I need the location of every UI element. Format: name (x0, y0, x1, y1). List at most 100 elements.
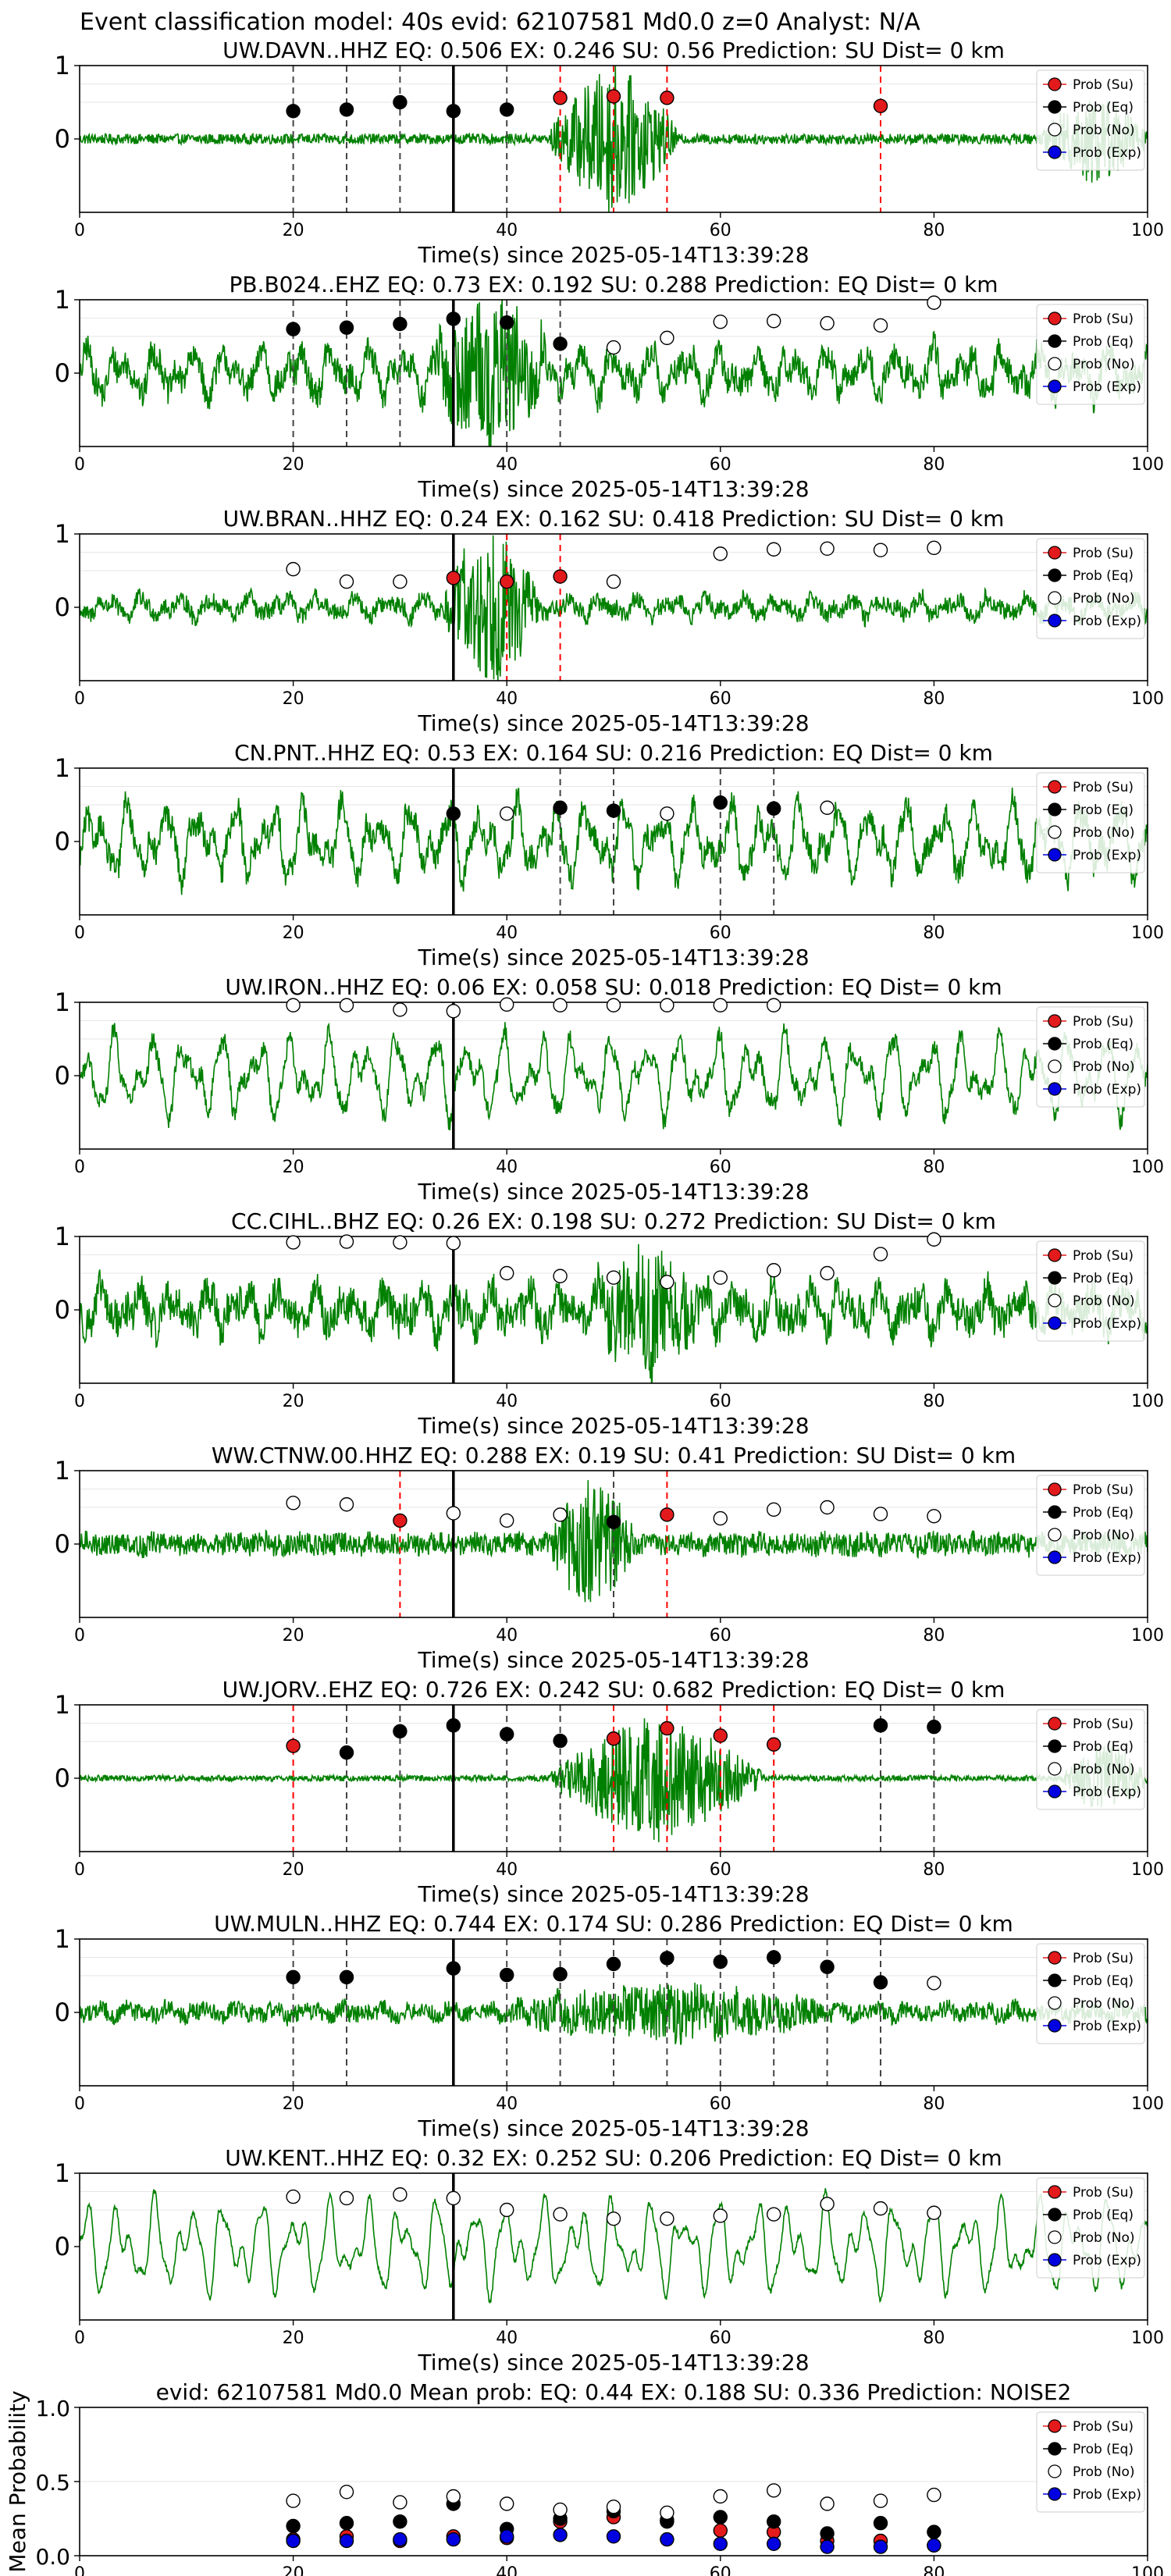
x-tick-label: 80 (923, 1158, 945, 1177)
legend-label: Prob (Eq) (1073, 1271, 1134, 1286)
legend-label: Prob (No) (1073, 1996, 1135, 2012)
legend-marker (1048, 100, 1062, 114)
data-point (820, 800, 835, 815)
x-axis-label: Time(s) since 2025-05-14T13:39:28 (417, 1647, 809, 1673)
y-tick-label: 1 (55, 987, 70, 1017)
x-tick-label: 40 (496, 2094, 518, 2114)
legend-label: Prob (Eq) (1073, 802, 1134, 818)
waveform-trace (80, 1982, 1148, 2045)
data-point (820, 541, 835, 556)
data-point (339, 320, 354, 335)
x-tick-label: 20 (283, 221, 304, 240)
legend: Prob (Su) Prob (Eq) Prob (No) Prob (Exp) (1036, 2177, 1145, 2279)
legend-label: Prob (Su) (1073, 1951, 1134, 1966)
data-point (873, 98, 888, 113)
data-point (873, 2539, 888, 2554)
panel-title: UW.MULN..HHZ EQ: 0.744 EX: 0.174 SU: 0.2… (214, 1911, 1013, 1937)
data-point (393, 1002, 408, 1017)
data-point (820, 2526, 835, 2541)
x-tick-label: 0 (74, 2094, 85, 2114)
panel-6: CC.CIHL..BHZ EQ: 0.26 EX: 0.198 SU: 0.27… (55, 1208, 1164, 1439)
data-point (873, 2515, 888, 2531)
legend-label: Prob (Su) (1073, 546, 1134, 561)
legend-marker (1048, 1784, 1062, 1799)
data-point (339, 1969, 354, 1985)
legend: Prob (Su) Prob (Eq) Prob (No) Prob (Exp) (1036, 538, 1145, 639)
legend-label: Prob (Su) (1073, 1482, 1134, 1498)
data-point (713, 2510, 728, 2524)
panel-11: evid: 62107581 Md0.0 Mean prob: EQ: 0.44… (5, 2379, 1164, 2576)
legend: Prob (Su) Prob (Eq) Prob (No) Prob (Exp) (1036, 2411, 1145, 2513)
data-point (713, 546, 728, 561)
legend-marker (1048, 311, 1062, 326)
legend-label: Prob (Eq) (1073, 568, 1134, 584)
data-point (873, 1507, 888, 1521)
data-point (713, 795, 728, 810)
data-point (767, 2514, 781, 2529)
data-point (339, 2533, 354, 2549)
data-point (873, 1975, 888, 1990)
legend-label: Prob (Eq) (1073, 1505, 1134, 1521)
legend-marker (1048, 591, 1062, 605)
legend-label: Prob (No) (1073, 1059, 1135, 1075)
y-tick-label: 0 (55, 592, 70, 622)
data-point (393, 2514, 408, 2529)
data-point (446, 104, 461, 119)
panel-5: UW.IRON..HHZ EQ: 0.06 EX: 0.058 SU: 0.01… (55, 974, 1164, 1204)
legend-box (1036, 304, 1145, 405)
legend-marker (1048, 802, 1062, 817)
data-point (713, 2523, 728, 2538)
x-tick-label: 20 (283, 923, 304, 943)
x-tick-label: 60 (710, 1392, 731, 1411)
waveform-trace (80, 1022, 1148, 1131)
legend-marker (1048, 1014, 1062, 1028)
legend-label: Prob (Su) (1073, 780, 1134, 795)
legend-marker (1048, 568, 1062, 582)
data-point (500, 315, 514, 330)
waveform-trace (80, 1480, 1148, 1603)
y-tick-label: 1 (55, 285, 70, 315)
x-axis-label: Time(s) since 2025-05-14T13:39:28 (417, 1881, 809, 1907)
data-point (286, 2493, 301, 2508)
data-point (286, 2533, 301, 2549)
legend-marker (1048, 2230, 1062, 2244)
legend-marker (1048, 1951, 1062, 1965)
data-point (713, 315, 728, 329)
legend-label: Prob (No) (1073, 357, 1135, 372)
x-tick-label: 100 (1131, 221, 1164, 240)
x-tick-label: 40 (496, 1392, 518, 1411)
data-point (286, 2189, 301, 2204)
legend: Prob (Su) Prob (Eq) Prob (No) Prob (Exp) (1036, 1475, 1145, 1576)
legend-label: Prob (No) (1073, 123, 1135, 138)
x-tick-label: 20 (283, 1860, 304, 1880)
x-tick-label: 100 (1131, 1860, 1164, 1880)
x-tick-label: 20 (283, 689, 304, 709)
x-tick-label: 40 (496, 1158, 518, 1177)
data-point (339, 1234, 354, 1249)
data-point (446, 311, 461, 326)
legend-label: Prob (Su) (1073, 1717, 1134, 1732)
data-point (393, 316, 408, 332)
x-tick-label: 80 (923, 689, 945, 709)
legend-label: Prob (Exp) (1073, 614, 1141, 629)
data-point (606, 340, 621, 355)
y-tick-label: 0 (55, 2232, 70, 2261)
legend-box (1036, 1943, 1145, 2044)
y-tick-label: 0 (55, 1529, 70, 1559)
legend-box (1036, 772, 1145, 873)
data-point (446, 1718, 461, 1733)
x-tick-label: 80 (923, 2329, 945, 2348)
x-tick-label: 0 (74, 1860, 85, 1880)
data-point (339, 2190, 354, 2206)
legend-marker (1048, 1037, 1062, 1051)
x-tick-label: 20 (283, 1158, 304, 1177)
data-point (713, 1510, 728, 1526)
y-axis-label: Mean Probability (5, 2390, 30, 2572)
panels-container: UW.DAVN..HHZ EQ: 0.506 EX: 0.246 SU: 0.5… (5, 37, 1164, 2576)
data-point (927, 540, 941, 556)
x-tick-label: 100 (1131, 923, 1164, 943)
panel-title: UW.BRAN..HHZ EQ: 0.24 EX: 0.162 SU: 0.41… (223, 506, 1005, 532)
data-point (606, 1270, 621, 1285)
axes-frame (79, 1002, 1148, 1150)
legend: Prob (Su) Prob (Eq) Prob (No) Prob (Exp) (1036, 1240, 1145, 1342)
